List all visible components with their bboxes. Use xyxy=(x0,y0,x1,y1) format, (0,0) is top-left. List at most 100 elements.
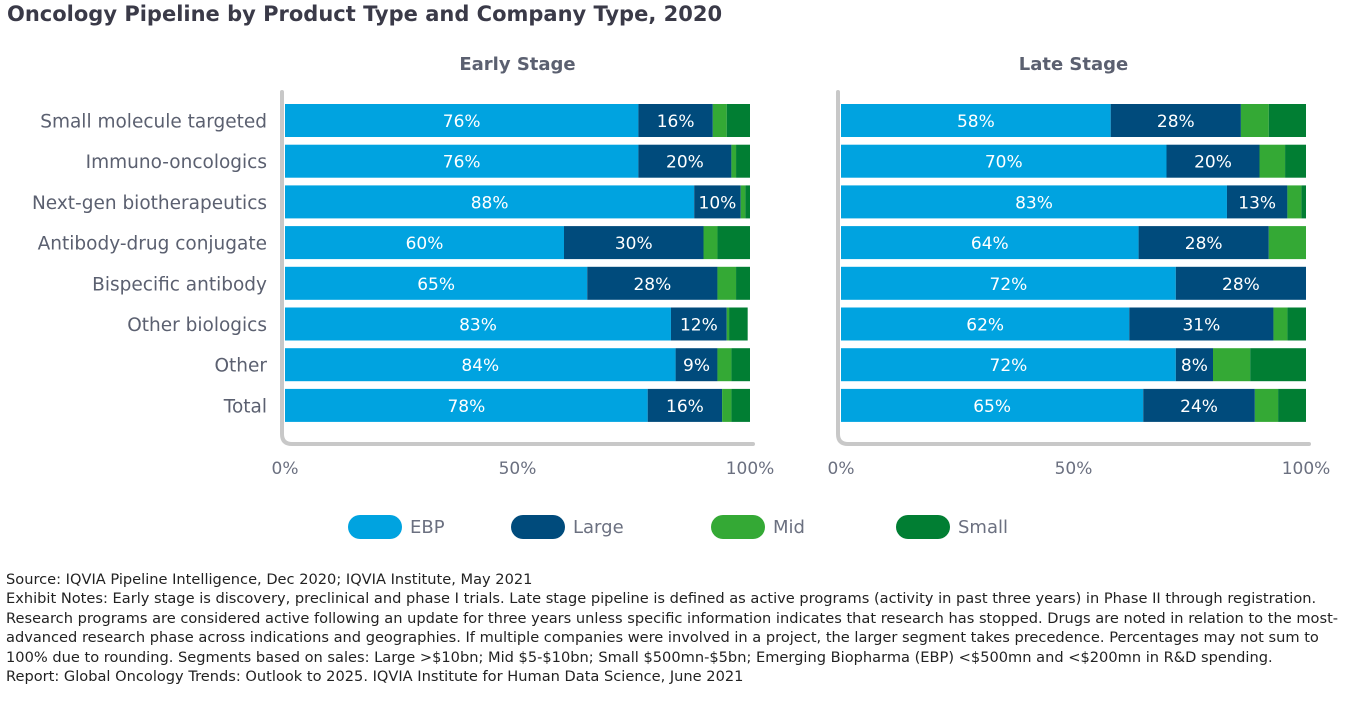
category-label: Other xyxy=(214,356,267,377)
bar-large xyxy=(564,226,704,260)
chart-title: Oncology Pipeline by Product Type and Co… xyxy=(7,2,723,26)
bar-small xyxy=(1268,104,1306,137)
bar-small xyxy=(1285,144,1306,178)
data-label: 76% xyxy=(443,153,481,173)
data-label: 64% xyxy=(971,234,1009,254)
bar-small xyxy=(745,185,750,219)
bar-large xyxy=(694,185,741,219)
stacked-bar-chart: Early Stage 0% 50% 100% Small molecule targe… xyxy=(32,54,1331,539)
bar-large xyxy=(1129,307,1274,341)
bar-mid xyxy=(1254,388,1279,422)
bar-small xyxy=(1287,307,1306,341)
bar-mid xyxy=(731,144,737,178)
bar-ebp xyxy=(841,185,1227,219)
bar-small xyxy=(726,104,750,137)
bar-small xyxy=(1278,388,1306,422)
data-label: 8% xyxy=(1181,356,1208,376)
bar-ebp xyxy=(285,185,695,219)
category-label: Next-gen biotherapeutics xyxy=(32,193,267,214)
data-label: 28% xyxy=(1185,234,1223,254)
bar-mid xyxy=(717,348,732,382)
bar-mid xyxy=(740,185,746,219)
bar-large xyxy=(675,348,718,382)
bar-large xyxy=(1175,266,1306,300)
data-label: 30% xyxy=(615,234,653,254)
category-label: Immuno-oncologics xyxy=(86,152,267,173)
data-label: 20% xyxy=(1194,153,1232,173)
category-label: Antibody-drug conjugate xyxy=(38,234,267,255)
x-tick-label: 0% xyxy=(828,459,855,479)
bar-small xyxy=(717,226,750,260)
report-note: Report: Global Oncology Trends: Outlook … xyxy=(6,668,744,686)
data-label: 24% xyxy=(1180,397,1218,417)
bar-mid xyxy=(1273,307,1288,341)
category-label: Other biologics xyxy=(127,315,267,336)
data-label: 58% xyxy=(957,112,995,132)
data-label: 72% xyxy=(990,275,1028,295)
bar-small xyxy=(736,266,750,300)
legend-swatch xyxy=(711,515,765,539)
notes-block: Source: IQVIA Pipeline Intelligence, Dec… xyxy=(6,570,1346,686)
bar-ebp xyxy=(841,226,1139,260)
bar-large xyxy=(1226,185,1288,219)
data-label: 16% xyxy=(657,112,695,132)
bar-ebp xyxy=(285,144,639,178)
bar-small xyxy=(736,144,750,178)
legend-label: EBP xyxy=(410,517,445,538)
bar-mid xyxy=(1213,348,1251,382)
data-label: 78% xyxy=(447,397,485,417)
bar-mid xyxy=(712,104,727,137)
bar-ebp xyxy=(841,388,1144,422)
category-label: Small molecule targeted xyxy=(40,112,267,133)
data-label: 9% xyxy=(683,356,710,376)
legend-swatch xyxy=(511,515,565,539)
data-label: 12% xyxy=(680,316,718,336)
panel-title: Early Stage xyxy=(459,54,575,75)
bar-large xyxy=(638,104,713,137)
bar-large xyxy=(638,144,732,178)
data-label: 83% xyxy=(1015,193,1053,213)
bar-ebp xyxy=(841,104,1111,137)
data-label: 72% xyxy=(990,356,1028,376)
category-label: Bispecific antibody xyxy=(92,274,267,295)
data-label: 16% xyxy=(666,397,704,417)
data-label: 88% xyxy=(471,193,509,213)
bar-large xyxy=(670,307,727,341)
x-tick-label: 100% xyxy=(726,459,775,479)
bar-ebp xyxy=(285,348,676,382)
panel-title: Late Stage xyxy=(1019,54,1129,75)
legend-label: Small xyxy=(958,517,1008,538)
legend-label: Large xyxy=(573,517,624,538)
bar-mid xyxy=(1240,104,1269,137)
bar-small xyxy=(1301,185,1306,219)
bar-mid xyxy=(722,388,732,422)
bar-mid xyxy=(1287,185,1302,219)
data-label: 84% xyxy=(461,356,499,376)
data-label: 13% xyxy=(1238,193,1276,213)
bar-ebp xyxy=(285,388,648,422)
bar-large xyxy=(1138,226,1269,260)
data-label: 83% xyxy=(459,316,497,336)
bar-ebp xyxy=(841,266,1176,300)
bar-ebp xyxy=(841,307,1130,341)
bar-large xyxy=(1110,104,1241,137)
data-label: 60% xyxy=(406,234,444,254)
bar-large xyxy=(1143,388,1255,422)
category-label: Total xyxy=(223,396,267,417)
legend-swatch xyxy=(896,515,950,539)
bar-mid xyxy=(1268,226,1306,260)
bar-mid xyxy=(726,307,730,341)
x-tick-label: 100% xyxy=(1282,459,1331,479)
data-label: 65% xyxy=(417,275,455,295)
axis-line xyxy=(836,90,1311,446)
x-tick-label: 50% xyxy=(1055,459,1093,479)
data-label: 28% xyxy=(1157,112,1195,132)
bar-large xyxy=(587,266,718,300)
bar-ebp xyxy=(285,307,671,341)
bar-mid xyxy=(703,226,718,260)
data-label: 76% xyxy=(443,112,481,132)
bar-large xyxy=(647,388,723,422)
bar-ebp xyxy=(841,348,1176,382)
data-label: 31% xyxy=(1182,316,1220,336)
data-label: 10% xyxy=(699,193,737,213)
